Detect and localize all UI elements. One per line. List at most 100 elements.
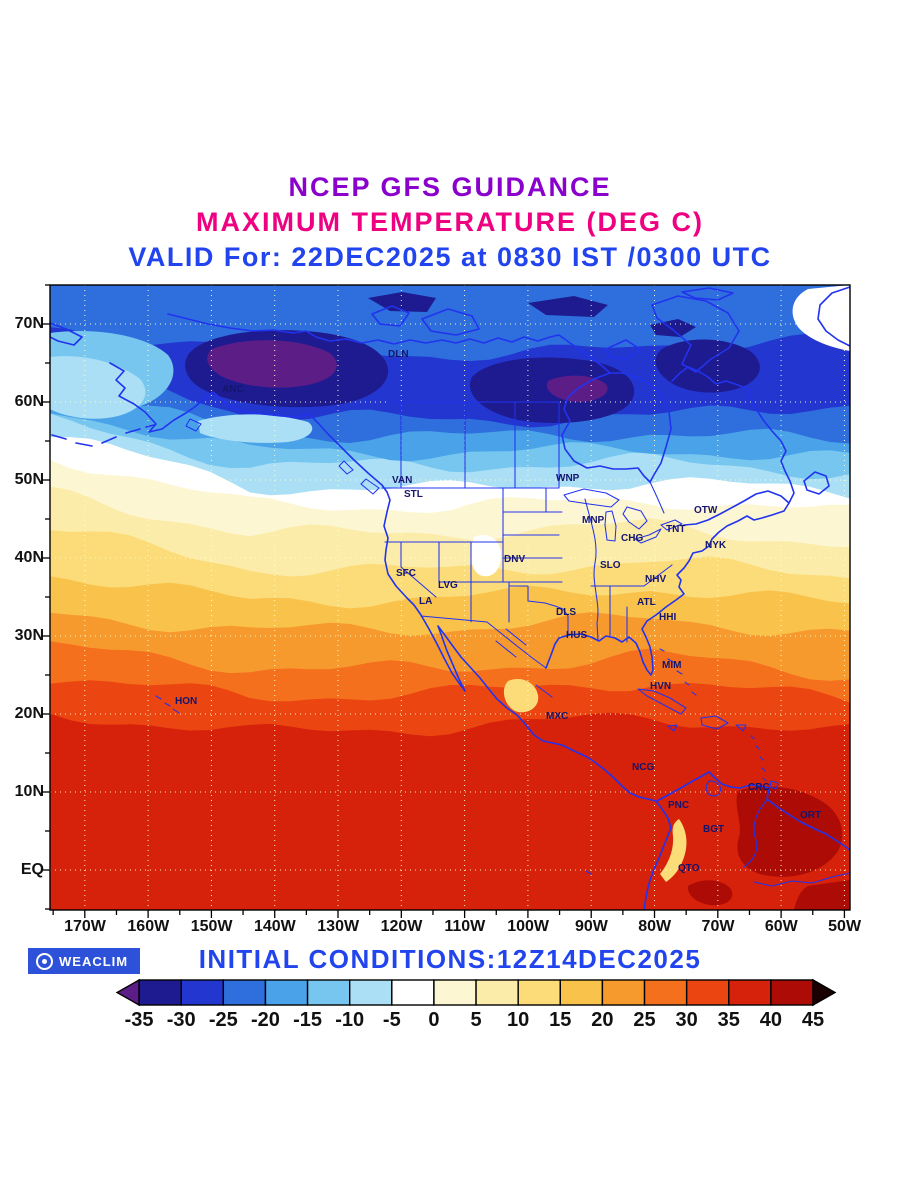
hispaniola bbox=[700, 715, 729, 730]
south-america-north-coast bbox=[656, 771, 850, 851]
aleutians bbox=[51, 424, 155, 447]
victoria-island bbox=[421, 308, 480, 336]
station-label-hon: HON bbox=[175, 696, 197, 707]
lat-label-30n: 30N bbox=[14, 627, 44, 644]
axis-ticks bbox=[42, 284, 846, 918]
lon-label-50w: 50W bbox=[828, 918, 862, 935]
colorbar-segment bbox=[643, 979, 688, 1006]
sa-rivers bbox=[743, 799, 850, 887]
colorbar-tick-label: -5 bbox=[383, 1009, 401, 1031]
colorbar-segment bbox=[601, 979, 646, 1006]
island-dots bbox=[155, 648, 767, 875]
lat-label-10n: 10N bbox=[14, 783, 44, 800]
colorbar-tick-label: 10 bbox=[507, 1009, 529, 1031]
lat-label-eq: EQ bbox=[20, 861, 44, 878]
coastline-gulf-atlantic bbox=[545, 490, 790, 676]
station-label-ncg: NCG bbox=[632, 762, 654, 773]
color-scale-bar: -35 -30 -25 -20 -15 -10 -5 0 5 10 15 20 25 30 35 40 45 bbox=[115, 978, 837, 1031]
colorbar-tick-label: -20 bbox=[251, 1009, 280, 1031]
station-label-slo: SLO bbox=[600, 560, 621, 571]
subtitle-parameter: MAXIMUM TEMPERATURE (DEG C) bbox=[196, 207, 704, 237]
station-label-bgt: BGT bbox=[703, 824, 724, 835]
lon-label-70w: 70W bbox=[701, 918, 735, 935]
colorbar-tick-label: -35 bbox=[125, 1009, 154, 1031]
weaclim-badge: WEACLIM bbox=[28, 948, 141, 974]
colorbar-segment bbox=[517, 979, 561, 1006]
chukotka bbox=[50, 322, 83, 346]
station-label-tnt: TNT bbox=[666, 524, 685, 535]
lon-label-170w: 170W bbox=[64, 918, 106, 935]
station-label-mnp: MNP bbox=[582, 515, 605, 526]
colorbar-tick-label: -10 bbox=[335, 1009, 364, 1031]
lat-label-60n: 60N bbox=[14, 393, 44, 410]
colorbar-segment bbox=[475, 979, 519, 1006]
colorbar-tick-label: 45 bbox=[802, 1009, 824, 1031]
station-label-chg: CHG bbox=[621, 533, 643, 544]
coastline-west bbox=[109, 362, 672, 910]
mississippi-river bbox=[584, 498, 599, 641]
lon-label-160w: 160W bbox=[127, 918, 170, 935]
hudson-bay bbox=[561, 372, 672, 483]
lat-label-50n: 50N bbox=[14, 471, 44, 488]
lon-label-130w: 130W bbox=[317, 918, 360, 935]
state-borders bbox=[381, 401, 673, 698]
station-label-anc: ANC bbox=[222, 384, 244, 395]
lake-maraca bbox=[705, 780, 722, 797]
lon-label-110w: 110W bbox=[444, 918, 486, 935]
station-label-crc: CRC bbox=[748, 782, 770, 793]
colorbar-tick-label: 20 bbox=[591, 1009, 613, 1031]
colorbar-segment bbox=[433, 979, 477, 1006]
coastline-arctic bbox=[167, 313, 611, 374]
initial-conditions-line: INITIAL CONDITIONS:12Z14DEC2025 bbox=[198, 944, 702, 974]
station-label-mim: MIM bbox=[662, 660, 681, 671]
baffin-island bbox=[651, 295, 740, 373]
station-label-dln: DLN bbox=[388, 349, 409, 360]
colorbar-tick-label: -15 bbox=[293, 1009, 322, 1031]
newfoundland bbox=[803, 471, 830, 495]
station-label-hus: HUS bbox=[566, 630, 587, 641]
lon-label-140w: 140W bbox=[253, 918, 296, 935]
coastlines-and-borders bbox=[50, 286, 850, 910]
station-label-wnp: WNP bbox=[556, 473, 580, 484]
lat-label-20n: 20N bbox=[14, 705, 44, 722]
weaclim-label: WEACLIM bbox=[59, 953, 129, 969]
colorbar-segment bbox=[264, 979, 309, 1006]
coastline-labrador bbox=[671, 366, 795, 504]
greenland-coast bbox=[817, 286, 850, 347]
trinidad bbox=[769, 780, 779, 790]
lon-label-80w: 80W bbox=[638, 918, 672, 935]
lon-label-100w: 100W bbox=[507, 918, 549, 935]
colorbar-segment bbox=[685, 979, 730, 1006]
lon-label-60w: 60W bbox=[764, 918, 798, 935]
map-frame bbox=[49, 284, 851, 911]
station-label-hhi: HHI bbox=[659, 612, 676, 623]
station-label-sfc: SFC bbox=[396, 568, 416, 579]
station-label-nhv: NHV bbox=[645, 574, 666, 585]
station-label-hvn: HVN bbox=[650, 681, 671, 692]
lon-label-120w: 120W bbox=[380, 918, 423, 935]
colorbar-tick-label: 25 bbox=[633, 1009, 655, 1031]
station-label-nyk: NYK bbox=[705, 540, 727, 551]
banks-island bbox=[371, 305, 410, 327]
colorbar-left-arrow bbox=[115, 978, 140, 1007]
colorbar-tick-label: 40 bbox=[760, 1009, 782, 1031]
southampton-island bbox=[605, 339, 641, 360]
temperature-anomaly-patches bbox=[50, 285, 850, 910]
lat-label-40n: 40N bbox=[14, 549, 44, 566]
colorbar-tick-label: -25 bbox=[209, 1009, 238, 1031]
vancouver-island bbox=[185, 418, 380, 495]
cuba bbox=[637, 688, 687, 715]
station-label-van: VAN bbox=[392, 475, 412, 486]
colorbar-segment bbox=[138, 979, 182, 1006]
lon-label-150w: 150W bbox=[190, 918, 233, 935]
colorbar-tick-label: 35 bbox=[718, 1009, 740, 1031]
lat-label-70n: 70N bbox=[14, 315, 44, 332]
lon-label-90w: 90W bbox=[574, 918, 608, 935]
station-label-atl: ATL bbox=[637, 597, 656, 608]
station-label-stl: STL bbox=[404, 489, 423, 500]
weaclim-logo-icon bbox=[36, 952, 53, 970]
colorbar-right-arrow bbox=[812, 978, 837, 1007]
colorbar-tick-label: -30 bbox=[167, 1009, 196, 1031]
colorbar-segment bbox=[180, 979, 225, 1006]
